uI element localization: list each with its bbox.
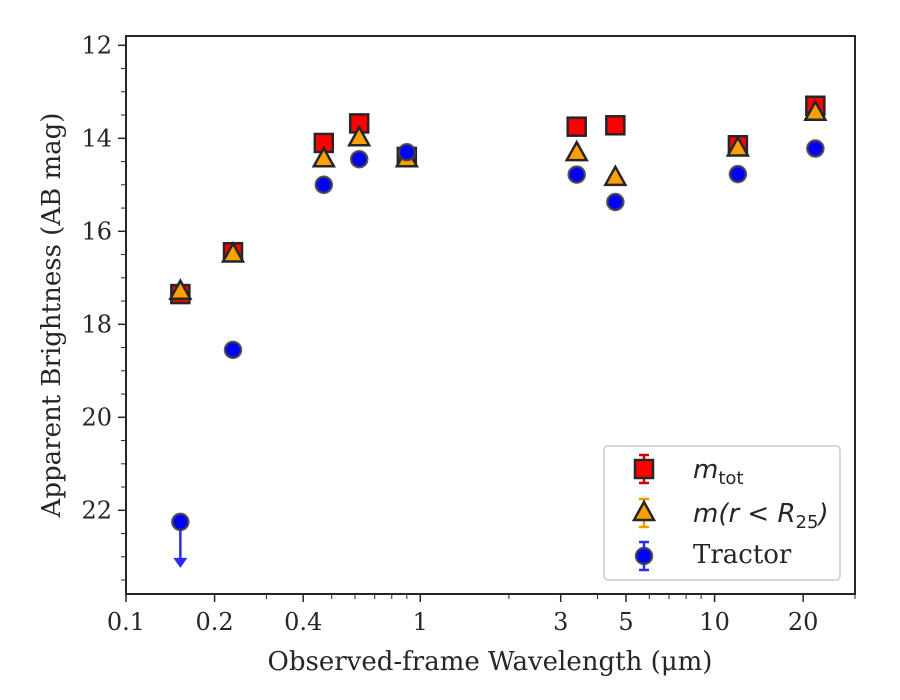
tractor-point [728, 164, 748, 184]
y-tick-label: 18 [81, 310, 112, 338]
legend-label-mtot: mtot [693, 455, 743, 489]
mr25-point [220, 240, 246, 263]
legend-symbols [631, 453, 657, 572]
mr25-point [168, 278, 193, 300]
x-tick-label: 20 [788, 608, 819, 636]
legend-label-mr25-end: ) [816, 499, 828, 529]
mtot-point [566, 116, 587, 137]
tractor-point [314, 175, 334, 195]
legend-frame [603, 445, 841, 581]
legend-label-mtot-sub: tot [718, 468, 743, 489]
y-tick-label: 16 [81, 217, 112, 245]
x-tick-label: 0.4 [284, 608, 322, 636]
x-axis-label: Observed-frame Wavelength (μm) [268, 647, 713, 677]
tractor-point [397, 143, 417, 162]
x-tick-label: 3 [553, 608, 568, 636]
data-marks [168, 95, 828, 568]
mr25-point [564, 139, 589, 162]
axis-ticks: 0.1 0.2 0.4 1 3 5 10 20 12 14 16 18 20 22 [81, 31, 856, 636]
legend-label-mtot-main: m [693, 455, 718, 485]
x-tick-label: 5 [618, 608, 633, 636]
tractor-point [606, 192, 625, 212]
y-tick-label: 22 [81, 496, 112, 524]
mr25-point [725, 134, 751, 157]
x-tick-label: 0.1 [107, 608, 145, 636]
legend-label-tractor: Tractor [693, 540, 792, 570]
tractor-point [567, 165, 586, 184]
legend-marker [633, 458, 655, 480]
mr25-point [347, 124, 372, 147]
mr25-point [311, 145, 336, 168]
upper-limit-arrow-head [173, 557, 188, 568]
tractor-point [349, 149, 369, 169]
legend-marker [631, 499, 657, 522]
tractor-point [171, 512, 190, 532]
x-tick-label: 10 [699, 608, 730, 636]
tractor-point [806, 139, 825, 158]
legend-label-mr25-main: m(r < R [693, 499, 796, 529]
tractor-point [223, 340, 243, 360]
mr25-point [603, 164, 628, 187]
legend: mtot m(r < R25) Tractor [603, 445, 841, 581]
y-axis-label: Apparent Brightness (AB mag) [37, 113, 67, 519]
legend-label-mr25: m(r < R25) [693, 499, 829, 533]
mr25-point [803, 99, 828, 121]
legend-label-mr25-sub: 25 [796, 512, 819, 533]
x-tick-label: 0.2 [196, 608, 234, 636]
legend-marker [634, 546, 654, 566]
y-tick-label: 12 [81, 31, 112, 59]
y-tick-label: 20 [81, 403, 112, 431]
plot-frame [125, 35, 856, 595]
mtot-point [605, 115, 626, 136]
y-tick-label: 14 [81, 124, 112, 152]
x-tick-label: 1 [413, 608, 428, 636]
